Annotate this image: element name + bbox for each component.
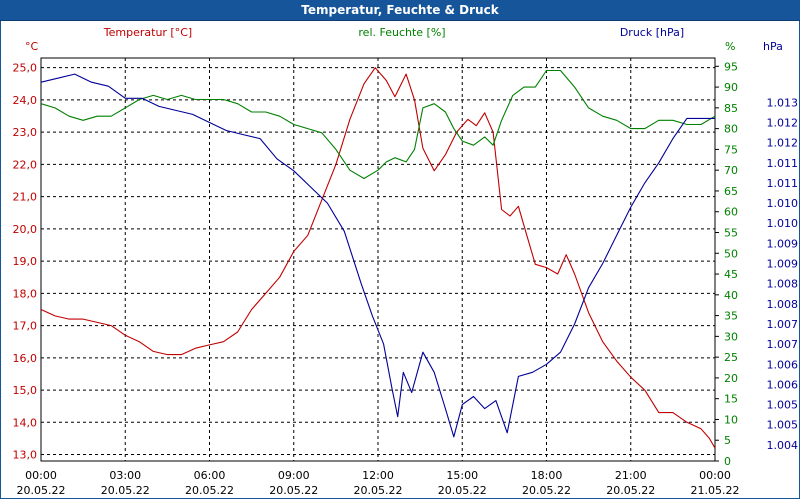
- y-tick-pressure: 1.006: [767, 378, 799, 391]
- y-tick-temperature: 17,0: [13, 320, 38, 333]
- y-tick-humidity: 55: [724, 226, 738, 239]
- y-tick-temperature: 20,0: [13, 223, 38, 236]
- y-tick-pressure: 1.009: [767, 237, 799, 250]
- x-tick-time: 00:00: [25, 469, 57, 482]
- x-tick-date: 21.05.22: [691, 484, 740, 497]
- series-line-temperature: [40, 67, 716, 449]
- y-tick-humidity: 50: [724, 247, 738, 260]
- x-tick-time: 15:00: [446, 469, 478, 482]
- y-tick-humidity: 40: [724, 289, 738, 302]
- y-tick-pressure: 1.010: [767, 217, 799, 230]
- y-tick-humidity: 80: [724, 123, 738, 136]
- y-tick-humidity: 25: [724, 351, 738, 364]
- y-tick-temperature: 18,0: [13, 287, 38, 300]
- y-tick-humidity: 70: [724, 164, 738, 177]
- legend-temperature: Temperatur [°C]: [103, 26, 192, 39]
- chart-title: Temperatur, Feuchte & Druck: [301, 3, 499, 17]
- y-tick-pressure: 1.011: [767, 157, 799, 170]
- x-tick-date: 20.05.22: [354, 484, 403, 497]
- y-tick-humidity: 90: [724, 81, 738, 94]
- title-bar: Temperatur, Feuchte & Druck: [0, 0, 800, 21]
- series-line-pressure: [40, 73, 715, 438]
- y-tick-temperature: 19,0: [13, 255, 38, 268]
- unit-temperature: °C: [25, 40, 39, 53]
- legend-humidity: rel. Feuchte [%]: [358, 26, 445, 39]
- y-tick-humidity: 60: [724, 206, 738, 219]
- x-tick-time: 06:00: [194, 469, 226, 482]
- y-tick-humidity: 35: [724, 310, 738, 323]
- y-tick-pressure: 1.009: [767, 258, 799, 271]
- y-tick-temperature: 25,0: [13, 62, 38, 75]
- y-tick-humidity: 5: [724, 434, 731, 447]
- x-tick-time: 18:00: [531, 469, 563, 482]
- y-tick-temperature: 23,0: [13, 126, 38, 139]
- y-tick-temperature: 21,0: [13, 191, 38, 204]
- y-tick-humidity: 10: [724, 413, 738, 426]
- y-tick-pressure: 1.011: [767, 177, 799, 190]
- y-tick-temperature: 16,0: [13, 352, 38, 365]
- y-tick-pressure: 1.012: [767, 116, 799, 129]
- x-tick-date: 20.05.22: [438, 484, 487, 497]
- y-tick-pressure: 1.006: [767, 358, 799, 371]
- y-tick-pressure: 1.010: [767, 197, 799, 210]
- y-tick-humidity: 30: [724, 330, 738, 343]
- unit-humidity: %: [725, 40, 735, 53]
- y-tick-pressure: 1.004: [767, 439, 799, 452]
- x-tick-date: 20.05.22: [185, 484, 234, 497]
- y-tick-humidity: 0: [724, 455, 731, 468]
- x-tick-date: 20.05.22: [269, 484, 318, 497]
- y-tick-humidity: 85: [724, 102, 738, 115]
- y-tick-pressure: 1.008: [767, 298, 799, 311]
- series-line-humidity: [40, 69, 716, 180]
- x-tick-time: 12:00: [362, 469, 394, 482]
- y-tick-pressure: 1.005: [767, 399, 799, 412]
- y-tick-pressure: 1.007: [767, 338, 799, 351]
- legend-pressure: Druck [hPa]: [620, 26, 684, 39]
- x-tick-date: 20.05.22: [101, 484, 150, 497]
- y-tick-pressure: 1.008: [767, 278, 799, 291]
- y-tick-humidity: 95: [724, 60, 738, 73]
- x-tick-time: 03:00: [109, 469, 141, 482]
- y-tick-temperature: 24,0: [13, 94, 38, 107]
- y-tick-humidity: 75: [724, 143, 738, 156]
- x-tick-time: 00:00: [699, 469, 731, 482]
- x-tick-date: 20.05.22: [606, 484, 655, 497]
- x-tick-date: 20.05.22: [522, 484, 571, 497]
- y-tick-humidity: 65: [724, 185, 738, 198]
- unit-pressure: hPa: [763, 40, 783, 53]
- x-tick-date: 20.05.22: [17, 484, 66, 497]
- y-tick-temperature: 13,0: [13, 449, 38, 462]
- y-tick-pressure: 1.005: [767, 419, 799, 432]
- y-tick-humidity: 20: [724, 372, 738, 385]
- y-tick-humidity: 15: [724, 393, 738, 406]
- y-tick-pressure: 1.013: [767, 96, 799, 109]
- y-tick-temperature: 14,0: [13, 416, 38, 429]
- y-tick-temperature: 22,0: [13, 158, 38, 171]
- x-tick-time: 09:00: [278, 469, 310, 482]
- y-tick-pressure: 1.012: [767, 137, 799, 150]
- x-tick-time: 21:00: [615, 469, 647, 482]
- y-tick-pressure: 1.007: [767, 318, 799, 331]
- y-tick-humidity: 45: [724, 268, 738, 281]
- y-tick-temperature: 15,0: [13, 384, 38, 397]
